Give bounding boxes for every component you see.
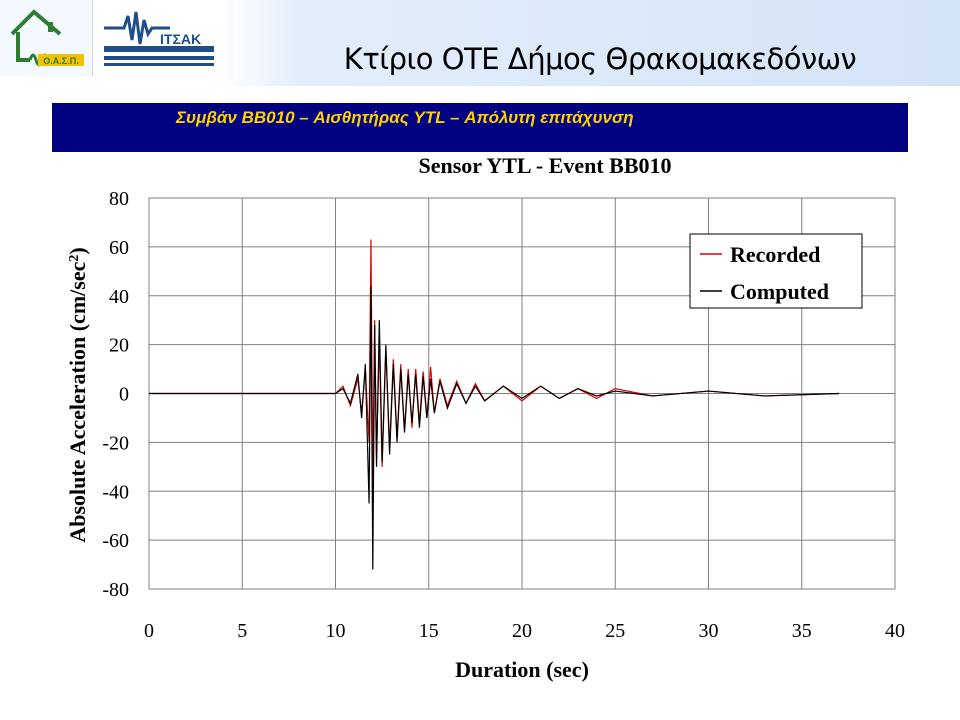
y-tick-label: 80 (109, 188, 129, 210)
x-tick-label: 40 (885, 620, 905, 642)
y-tick-label: -20 (102, 432, 129, 454)
event-banner-text: Συμβάν BB010 – Αισθητήρας YTL – Απόλυτη … (176, 108, 634, 127)
x-tick-label: 10 (326, 620, 346, 642)
x-tick-label: 25 (605, 620, 625, 642)
legend-label-recorded: Recorded (730, 242, 820, 267)
x-tick-label: 5 (237, 620, 247, 642)
x-tick-label: 0 (144, 620, 154, 642)
event-banner (52, 103, 908, 152)
svg-text:ΙΤΣΑΚ: ΙΤΣΑΚ (160, 31, 201, 47)
x-tick-label: 30 (699, 620, 719, 642)
y-tick-label: -40 (102, 481, 129, 503)
page-title: Κτίριο ΟΤΕ Δήμος Θρακομακεδόνων (343, 42, 857, 76)
y-tick-label: 40 (109, 286, 129, 308)
header-bar: Ο.Α.Σ.Π. ΙΤΣΑΚ Κτίριο ΟΤΕ Δήμος Θρακομακ… (0, 0, 960, 86)
tick-labels: 0 5 10 15 20 25 30 35 40 80 60 40 20 0 -20 -40 -60 -80 (102, 188, 905, 642)
legend-label-computed: Computed (730, 279, 829, 304)
svg-text:Ο.Α.Σ.Π.: Ο.Α.Σ.Π. (43, 56, 78, 66)
seismograph-icon: ΙΤΣΑΚ (104, 11, 214, 66)
series-lines (149, 239, 840, 570)
x-axis-label: Duration (sec) (455, 657, 589, 682)
y-tick-label: 60 (109, 237, 129, 259)
legend: Recorded Computed (689, 233, 863, 309)
y-tick-label: -80 (102, 579, 129, 601)
x-tick-label: 20 (512, 620, 532, 642)
series-line-computed (149, 285, 840, 570)
house-icon: Ο.Α.Σ.Π. (10, 9, 84, 67)
y-tick-label: 0 (119, 384, 129, 406)
oasp-logo: Ο.Α.Σ.Π. (0, 0, 93, 76)
y-tick-label: -60 (102, 530, 129, 552)
x-tick-label: 15 (419, 620, 439, 642)
legend-box (689, 233, 863, 309)
y-axis-label: Absolute Acceleration (cm/sec2) (65, 247, 90, 542)
itsak-logo: ΙΤΣΑΚ (100, 6, 218, 72)
x-tick-label: 35 (792, 620, 812, 642)
chart-title: Sensor YTL - Event BB010 (418, 153, 671, 178)
y-tick-label: 20 (109, 335, 129, 357)
